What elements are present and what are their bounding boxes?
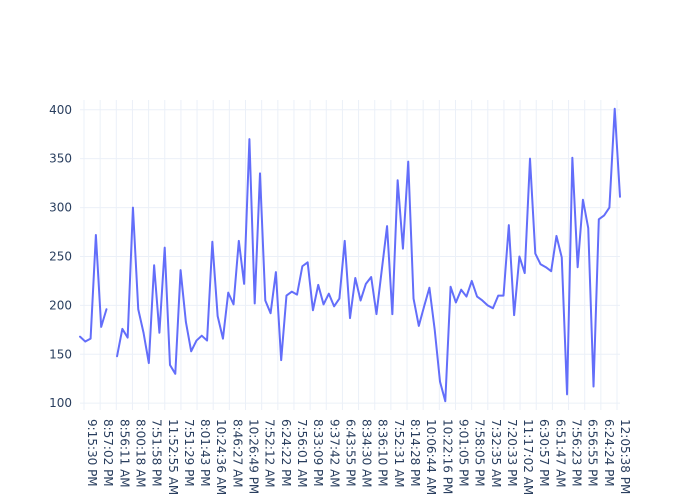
y-tick-labels: 100 150 200 250 300 350 400 [49,103,72,410]
y-tick-label: 350 [49,152,72,166]
y-tick-label: 250 [49,249,72,263]
x-tick-label: 7:52:31 AM [392,419,406,488]
x-tick-label: 8:14:28 PM [408,419,422,487]
x-tick-label: 8:57:02 PM [101,419,115,487]
x-tick-label: 8:56:11 AM [117,419,131,488]
y-tick-label: 400 [49,103,72,117]
x-tick-label: 8:36:10 PM [376,419,390,487]
x-tick-label: 7:52:12 AM [263,419,277,488]
x-tick-label: 11:52:55 AM [166,419,180,495]
x-tick-label: 7:20:33 PM [505,419,519,487]
series-layer [79,107,621,403]
x-tick-label: 9:01:05 PM [456,419,470,487]
x-tick-label: 6:43:55 PM [343,419,357,487]
x-tick-label: 6:30:57 PM [537,419,551,487]
x-tick-label: 9:15:30 PM [85,419,99,487]
x-tick-label: 6:51:47 AM [553,419,567,488]
y-tick-label: 150 [49,347,72,361]
x-tick-label: 7:51:29 PM [182,419,196,487]
x-tick-label: 9:37:42 AM [327,419,341,488]
x-tick-label: 8:46:27 AM [230,419,244,488]
x-tick-label: 7:56:01 AM [295,419,309,488]
x-tick-label: 8:34:30 AM [360,419,374,488]
y-tick-label: 300 [49,201,72,215]
x-tick-label: 8:00:18 AM [133,419,147,488]
x-tick-label: 6:24:24 PM [602,419,616,487]
x-tick-label: 7:51:58 PM [150,419,164,487]
y-tick-label: 100 [49,396,72,410]
x-tick-label: 11:17:02 AM [521,419,535,495]
x-tick-label: 7:56:23 PM [570,419,584,487]
x-tick-label: 10:24:36 AM [214,419,228,495]
x-tick-label: 6:56:55 PM [586,419,600,487]
y-tick-label: 200 [49,298,72,312]
x-tick-label: 10:06:44 AM [424,419,438,495]
x-tick-labels: 9:15:30 PM 8:57:02 PM 8:56:11 AM 8:00:18 AM… [85,419,632,495]
x-tick-label: 6:24:22 PM [279,419,293,487]
x-tick-label: 7:32:35 AM [489,419,503,488]
x-tick-label: 7:58:05 PM [473,419,487,487]
x-tick-label: 12:05:38 PM [618,419,632,494]
x-tick-label: 10:22:16 PM [440,419,454,494]
x-tick-label: 8:01:43 PM [198,419,212,487]
y-gridlines [80,109,620,404]
series-line [79,107,621,403]
x-tick-label: 10:26:49 PM [247,419,261,494]
x-tick-label: 8:33:09 PM [311,419,325,487]
